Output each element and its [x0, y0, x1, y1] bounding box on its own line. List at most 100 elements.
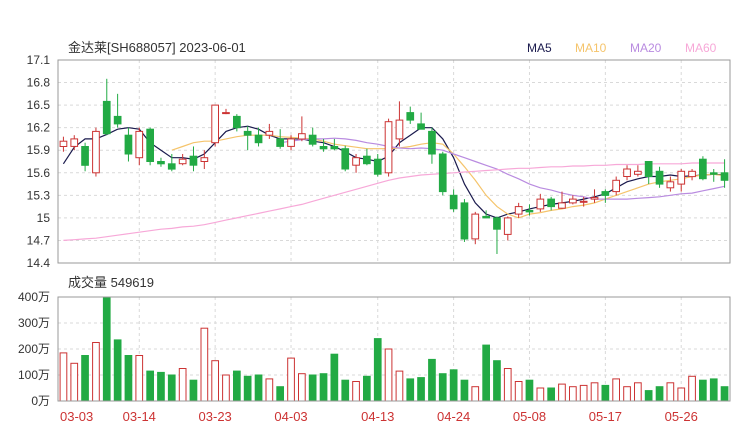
volume-bar — [167, 374, 176, 402]
candle — [406, 106, 415, 124]
candle — [70, 135, 79, 151]
volume-bar — [287, 357, 295, 402]
candle-body — [298, 133, 306, 140]
volume-bar — [254, 374, 263, 402]
candle — [623, 165, 631, 181]
candle-body — [254, 134, 263, 144]
candle — [341, 145, 350, 172]
candle-body — [569, 198, 577, 204]
candle — [189, 146, 198, 172]
candle-body — [558, 202, 566, 209]
candle — [211, 104, 220, 147]
candle-body — [655, 170, 664, 185]
candle-body — [341, 148, 350, 170]
candle-body — [634, 170, 642, 175]
candle-body — [417, 123, 425, 130]
candle-body — [81, 146, 89, 166]
volume-bar — [601, 384, 610, 402]
candle-body — [200, 157, 209, 162]
candle-body — [308, 134, 317, 145]
candle — [601, 189, 610, 203]
candle-body — [352, 157, 360, 166]
price-tick-label: 14.4 — [27, 256, 51, 270]
legend-ma60: MA60 — [685, 41, 717, 55]
volume-bar — [113, 339, 122, 402]
candle — [438, 151, 447, 196]
candle-body — [70, 138, 79, 147]
volume-bar — [644, 390, 653, 402]
candle — [688, 169, 696, 181]
volume-tick-label: 200万 — [18, 342, 50, 356]
volume-bar — [677, 387, 686, 402]
volume-bar — [135, 355, 144, 402]
candle-body — [699, 158, 707, 180]
volume-bar — [233, 370, 241, 402]
volume-bar — [222, 374, 230, 402]
volume-bar — [493, 360, 501, 402]
candle — [590, 189, 599, 203]
candle-body — [547, 198, 555, 208]
volume-bar — [525, 379, 534, 402]
candle — [308, 127, 317, 147]
volume-bar — [579, 384, 588, 402]
candle-body — [59, 140, 68, 147]
volume-tick-label: 300万 — [18, 316, 50, 330]
price-tick-label: 15 — [37, 211, 51, 225]
x-tick-label: 05-26 — [665, 409, 698, 424]
volume-title: 成交量 549619 — [68, 275, 154, 290]
candle — [482, 210, 490, 219]
volume-bar — [406, 378, 415, 402]
candle — [222, 108, 230, 115]
volume-bar — [449, 369, 458, 402]
candle-body — [623, 168, 631, 177]
candle-body — [319, 146, 328, 150]
candle — [384, 118, 393, 177]
candlesticks — [59, 78, 729, 254]
volume-bar — [211, 360, 220, 402]
candle — [558, 191, 566, 209]
candle-body — [612, 179, 620, 193]
candle-body — [222, 112, 230, 115]
candle-body — [514, 206, 523, 215]
candle-body — [287, 138, 295, 147]
candle-body — [157, 161, 165, 165]
x-tick-label: 04-03 — [274, 409, 307, 424]
volume-bar — [363, 375, 371, 402]
candle-body — [395, 119, 404, 140]
candle — [233, 114, 241, 132]
candle-body — [102, 100, 111, 135]
candle — [146, 127, 155, 166]
candle — [720, 159, 729, 188]
x-tick-label: 03-14 — [123, 409, 156, 424]
candle — [428, 127, 436, 164]
candle-body — [92, 130, 100, 174]
volume-bar — [438, 373, 447, 402]
volume-bar — [503, 368, 512, 402]
candle — [525, 204, 534, 216]
volume-bar — [352, 381, 360, 402]
volume-bar — [536, 387, 545, 402]
candle — [612, 176, 620, 196]
volume-bar — [395, 370, 404, 402]
candle-body — [276, 138, 284, 147]
volume-bar — [243, 375, 252, 402]
candle-body — [666, 181, 675, 189]
price-tick-label: 16.8 — [27, 76, 51, 90]
price-tick-label: 14.7 — [27, 233, 51, 247]
volume-bar — [298, 373, 306, 402]
volume-bar — [720, 386, 729, 402]
candle-body — [167, 163, 176, 170]
legend: MA5 MA10 MA20 MA60 — [527, 41, 717, 55]
candle-body — [482, 215, 490, 219]
candle — [276, 129, 284, 149]
candle-body — [720, 172, 729, 181]
x-tick-label: 04-13 — [361, 409, 394, 424]
x-tick-label: 03-03 — [60, 409, 93, 424]
candle — [59, 136, 68, 152]
chart-title: 金达莱[SH688057] 2023-06-01 — [68, 40, 246, 55]
volume-bar — [709, 378, 718, 402]
volume-bar — [200, 327, 209, 402]
candle-body — [460, 202, 469, 240]
price-tick-label: 15.9 — [27, 143, 51, 157]
candle-body — [536, 198, 545, 210]
